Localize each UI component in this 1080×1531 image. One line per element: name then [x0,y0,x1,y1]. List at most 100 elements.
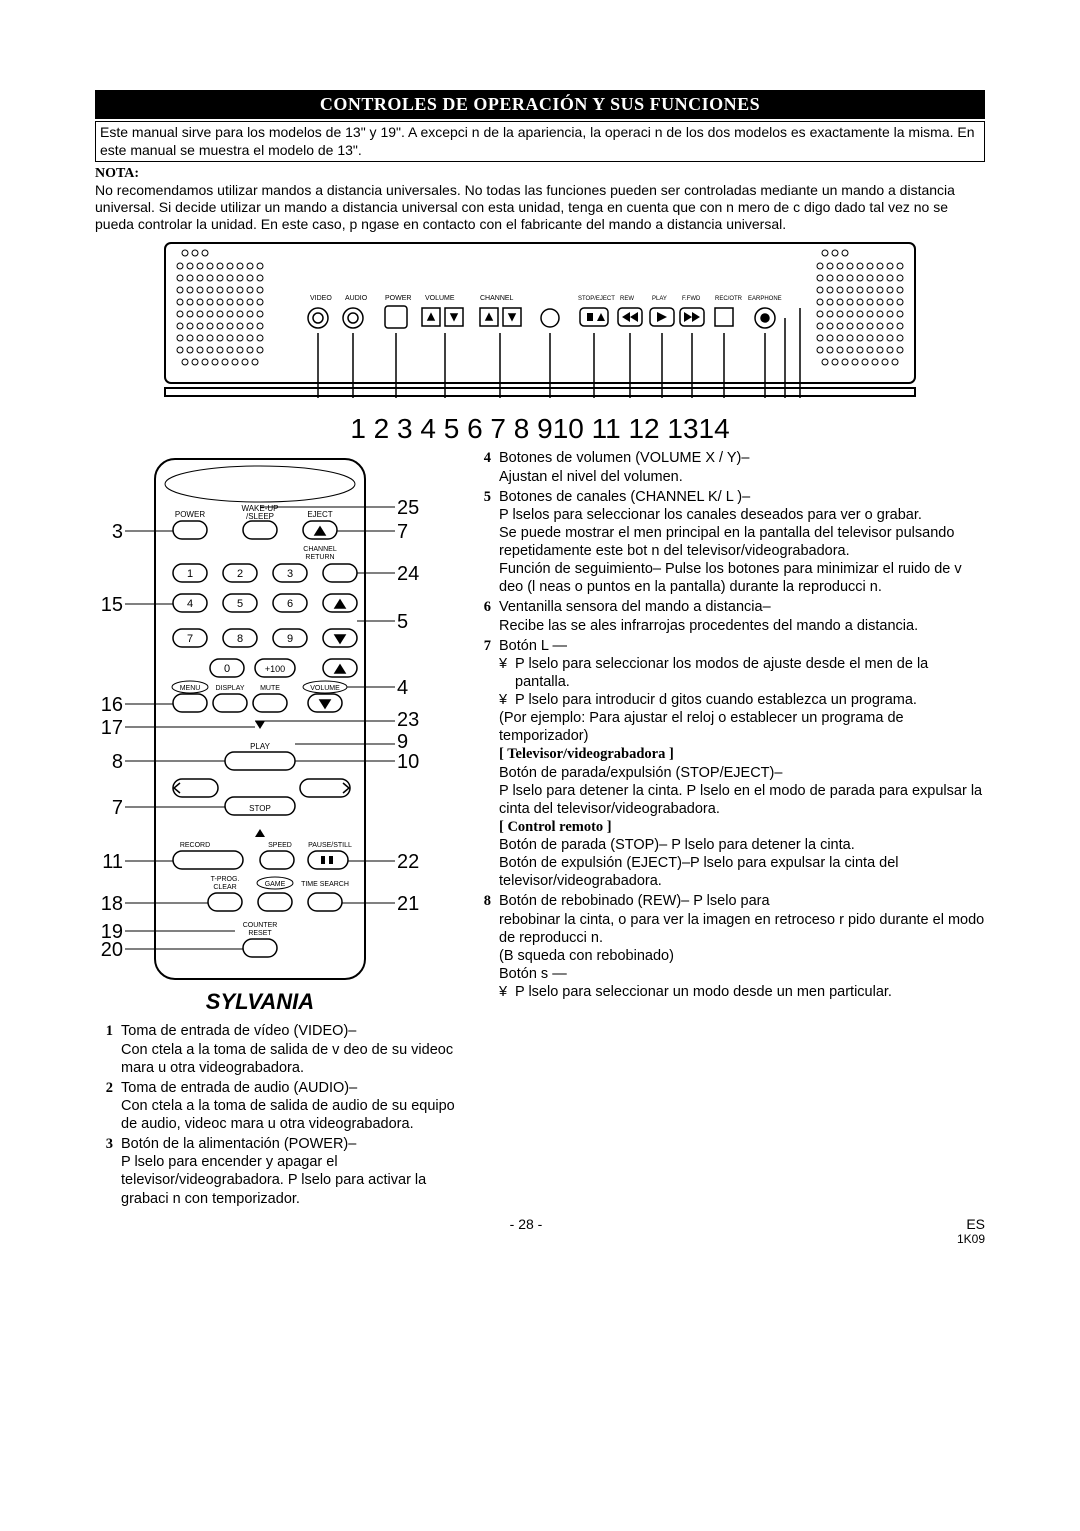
bullet-icon: ¥ [499,691,509,709]
svg-text:SPEED: SPEED [268,842,292,849]
item-number: 7 [473,637,491,891]
item-number: 4 [473,449,491,485]
svg-text:F.FWD: F.FWD [682,296,701,302]
callout-num: 22 [397,851,419,874]
svg-text:+100: +100 [265,664,285,674]
svg-text:CLEAR: CLEAR [213,884,236,891]
svg-text:STOP/EJECT: STOP/EJECT [578,296,615,302]
callout-num: 23 [397,709,419,732]
item-body: (Por ejemplo: Para ajustar el reloj o es… [499,710,904,744]
callout-num: 5 [397,611,408,634]
item-body: (B squeda con rebobinado) [499,948,674,964]
svg-text:0: 0 [224,663,230,675]
callout-num: 16 [101,694,123,717]
item-body: Botón de parada (STOP)– P lselo para det… [499,837,855,853]
sub-label: [ Televisor/videograbadora ] [499,746,674,762]
svg-text:F.FWD: F.FWD [308,784,333,793]
item-body: Con ctela a la toma de salida de audio d… [121,1098,455,1132]
svg-text:/SLEEP: /SLEEP [246,512,274,521]
svg-text:CHANNEL: CHANNEL [303,546,337,553]
svg-text:MUTE: MUTE [260,685,280,692]
svg-text:TIME SEARCH: TIME SEARCH [301,881,349,888]
nota-text: No recomendamos utilizar mandos a distan… [95,182,985,232]
item-title: Botones de canales (CHANNEL K/ L )– [499,489,750,505]
callout-num: 25 [397,497,419,520]
item-number: 8 [473,892,491,1001]
bullet-icon: ¥ [499,655,509,691]
item-title: Botón de la alimentación (POWER)– [121,1136,356,1152]
device-diagram: VIDEO AUDIO POWER VOLUME CHANNEL STOP/EJ… [95,238,985,445]
svg-text:STOP: STOP [249,804,271,813]
item-body: P lselos para seleccionar los canales de… [499,507,922,523]
item-title: Botón de rebobinado (REW)– P lselo para [499,893,770,909]
callout-num: 20 [101,939,123,962]
svg-text:EARPHONE: EARPHONE [748,296,782,302]
callout-num: 18 [101,893,123,916]
sub-label: [ Control remoto ] [499,819,612,835]
item-number: 1 [95,1022,113,1076]
device-callout-numbers: 1 2 3 4 5 6 7 8 910 11 12 1314 [95,413,985,445]
left-items: 1 Toma de entrada de vídeo (VIDEO)– Con ct… [95,1022,455,1207]
svg-text:8: 8 [237,633,243,645]
item-body: Se puede mostrar el men principal en la … [499,525,954,559]
item-body: P lselo para seleccionar los modos de aj… [515,655,985,691]
callout-num: 24 [397,563,419,586]
callout-num: 8 [112,751,123,774]
item-body: Con ctela a la toma de salida de v deo d… [121,1042,453,1076]
item-body: rebobinar la cinta, o para ver la imagen… [499,912,984,946]
right-items: 4 Botones de volumen (VOLUME X / Y)– Ajust… [473,449,985,1209]
item-title: Botones de volumen (VOLUME X / Y)– [499,450,749,466]
item-number: 3 [95,1135,113,1208]
item-body: P lselo para introducir d gitos cuando e… [515,691,917,709]
item-title: Botón L — [499,638,567,654]
svg-text:RESET: RESET [248,930,272,937]
callout-num: 7 [112,797,123,820]
callout-num: 21 [397,893,419,916]
svg-text:5: 5 [237,598,243,610]
callout-num: 4 [397,677,408,700]
svg-text:REW: REW [620,296,634,302]
item-body: Botón s — [499,966,567,982]
svg-text:VOLUME: VOLUME [310,685,340,692]
callout-num: 10 [397,751,419,774]
remote-diagram: POWER WAKE-UP/SLEEP EJECT CHANNEL RETURN… [95,449,455,1022]
item-body: P lselo para encender y apagar el televi… [121,1154,426,1206]
svg-text:VIDEO: VIDEO [310,295,332,302]
intro-box: Este manual sirve para los modelos de 13… [95,121,985,162]
svg-text:2: 2 [237,568,243,580]
item-body: Recibe las se ales infrarrojas procedent… [499,618,918,634]
callout-num: 3 [112,521,123,544]
svg-text:POWER: POWER [175,510,205,519]
svg-text:RETURN: RETURN [305,554,334,561]
item-body: Función de seguimiento– Pulse los botone… [499,561,962,595]
svg-text:COUNTER: COUNTER [243,922,278,929]
svg-text:REW: REW [181,784,200,793]
item-title: Toma de entrada de audio (AUDIO)– [121,1080,357,1096]
item-body: P lselo para seleccionar un modo desde u… [515,983,892,1001]
nota-label: NOTA: [95,166,985,182]
item-body: Botón de parada/expulsión (STOP/EJECT)– [499,765,782,781]
svg-text:GAME: GAME [265,881,286,888]
item-body: Ajustan el nivel del volumen. [499,469,683,485]
svg-text:RECORD: RECORD [180,842,210,849]
svg-text:6: 6 [287,598,293,610]
callout-num: 7 [397,521,408,544]
bullet-icon: ¥ [499,983,509,1001]
callout-num: 11 [102,851,123,874]
footer-code: 1K09 [957,1232,985,1246]
item-number: 5 [473,488,491,597]
item-body: Botón de expulsión (EJECT)–P lselo para … [499,855,899,889]
svg-text:9: 9 [287,633,293,645]
item-title: Ventanilla sensora del mando a distancia… [499,599,771,615]
page-number: - 28 - [510,1216,543,1246]
svg-text:AUDIO: AUDIO [345,295,368,302]
item-title: Toma de entrada de vídeo (VIDEO)– [121,1023,356,1039]
callout-num: 17 [101,717,123,740]
svg-text:3: 3 [287,568,293,580]
section-title: CONTROLES DE OPERACIÓN Y SUS FUNCIONES [95,90,985,119]
item-number: 6 [473,598,491,634]
item-body: P lselo para detener la cinta. P lselo e… [499,783,982,817]
svg-text:VOLUME: VOLUME [425,295,455,302]
svg-text:7: 7 [187,633,193,645]
svg-text:1: 1 [187,568,193,580]
